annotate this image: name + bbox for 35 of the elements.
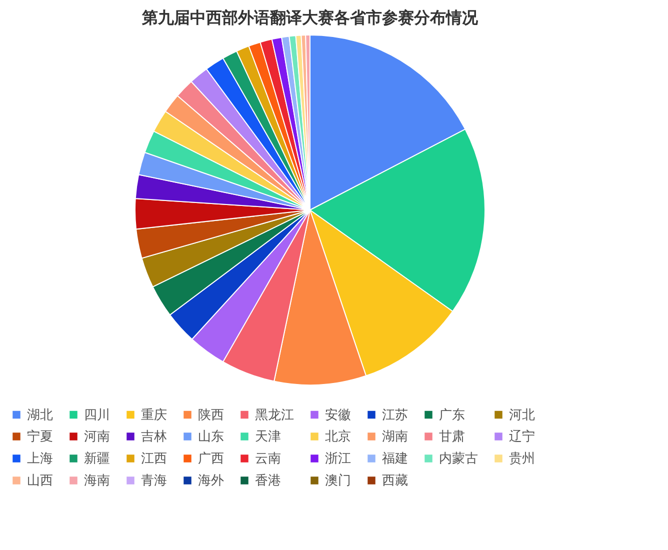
- legend-label: 广东: [439, 408, 465, 423]
- legend-label: 西藏: [382, 474, 408, 488]
- legend-label: 澳门: [325, 472, 351, 488]
- legend-label: 福建: [382, 452, 408, 466]
- legend-label: 重庆: [141, 408, 167, 423]
- legend-label: 宁夏: [27, 428, 53, 444]
- legend-label: 黑龙江: [255, 408, 294, 423]
- chart-title: 第九届中西部外语翻译大赛各省市参赛分布情况: [141, 8, 479, 27]
- legend-label: 湖北: [27, 408, 53, 423]
- legend-label: 山东: [198, 430, 224, 444]
- legend-label: 海南: [84, 474, 110, 488]
- legend-label: 甘肃: [439, 430, 465, 444]
- legend-label: 山西: [27, 474, 53, 488]
- legend-label: 青海: [141, 474, 167, 488]
- legend-label: 四川: [84, 408, 110, 423]
- legend-label: 河北: [509, 408, 535, 423]
- legend-label: 香港: [255, 474, 281, 488]
- legend-label: 湖南: [382, 430, 408, 444]
- legend-label: 天津: [255, 430, 281, 444]
- legend-label: 江西: [141, 452, 167, 466]
- legend-label: 陕西: [198, 408, 224, 423]
- legend-label: 上海: [27, 452, 53, 466]
- legend-label: 浙江: [325, 452, 351, 466]
- legend-label: 辽宁: [509, 428, 535, 444]
- legend-label: 安徽: [325, 406, 351, 423]
- legend-label: 吉林: [141, 430, 167, 444]
- legend-label: 贵州: [509, 452, 535, 466]
- legend-label: 海外: [198, 474, 224, 488]
- legend-label: 内蒙古: [439, 452, 478, 466]
- legend-label: 新疆: [84, 452, 110, 466]
- legend-label: 云南: [255, 452, 281, 466]
- legend-label: 广西: [198, 452, 224, 466]
- legend-label: 河南: [84, 430, 110, 444]
- legend-label: 江苏: [382, 408, 408, 423]
- legend-label: 北京: [325, 430, 351, 444]
